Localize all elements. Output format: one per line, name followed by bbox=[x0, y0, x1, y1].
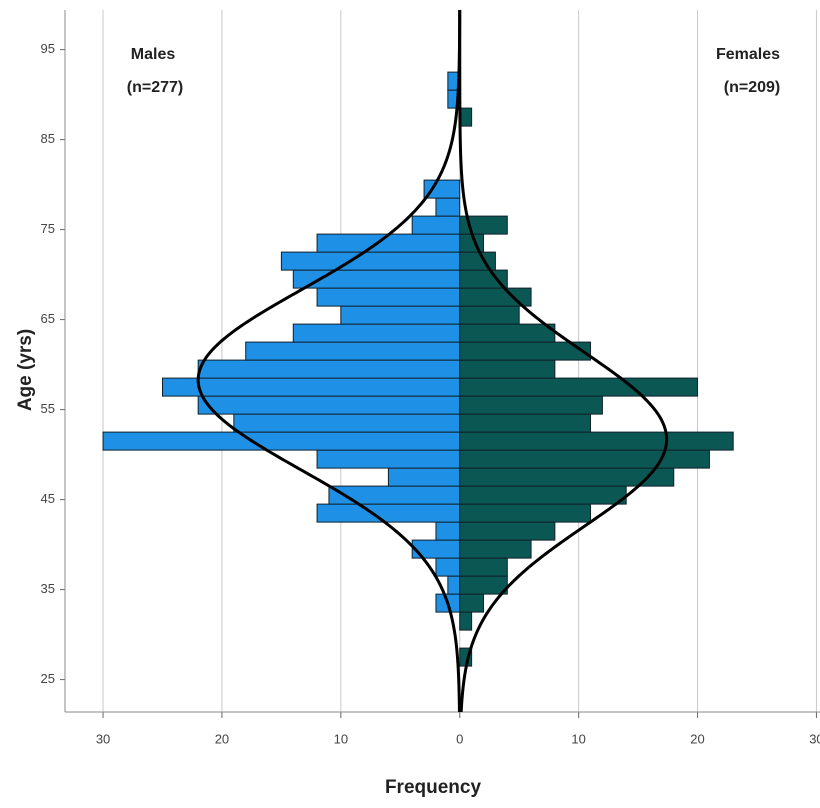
bar bbox=[459, 485, 627, 505]
bar bbox=[459, 521, 556, 541]
legend-label: Females bbox=[716, 46, 780, 63]
bar bbox=[197, 359, 461, 379]
bar bbox=[459, 107, 473, 127]
bar bbox=[387, 467, 461, 487]
bar bbox=[459, 413, 592, 433]
bar bbox=[459, 305, 520, 325]
x-tick-label: 30 bbox=[96, 731, 110, 746]
x-tick-label: 30 bbox=[809, 731, 820, 746]
bar bbox=[316, 449, 461, 469]
y-tick-label: 65 bbox=[41, 311, 55, 326]
bar bbox=[459, 449, 710, 469]
bar bbox=[316, 233, 461, 253]
bar bbox=[435, 197, 461, 217]
x-tick-label: 20 bbox=[690, 731, 704, 746]
bar bbox=[459, 539, 532, 559]
bar bbox=[340, 305, 461, 325]
bar bbox=[102, 431, 461, 451]
y-tick-label: 45 bbox=[41, 491, 55, 506]
y-tick-label: 35 bbox=[41, 581, 55, 596]
legend-count: (n=277) bbox=[127, 79, 183, 96]
bar bbox=[316, 287, 461, 307]
bar bbox=[459, 359, 556, 379]
bar bbox=[459, 377, 699, 397]
bar bbox=[411, 215, 461, 235]
normal-curve bbox=[458, 10, 669, 713]
bar bbox=[459, 557, 508, 577]
x-tick-label: 10 bbox=[334, 731, 348, 746]
bar bbox=[328, 485, 461, 505]
y-tick-label: 85 bbox=[41, 131, 55, 146]
x-axis-label: Frequency bbox=[385, 777, 482, 798]
x-tick-label: 20 bbox=[215, 731, 229, 746]
bar bbox=[459, 593, 485, 613]
legend-count: (n=209) bbox=[724, 79, 780, 96]
y-axis-label: Age (yrs) bbox=[15, 329, 36, 411]
bar bbox=[447, 575, 461, 595]
bar bbox=[459, 611, 473, 631]
y-tick-label: 55 bbox=[41, 401, 55, 416]
y-tick-label: 95 bbox=[41, 41, 55, 56]
bar bbox=[459, 431, 734, 451]
bar bbox=[423, 179, 461, 199]
bar bbox=[459, 503, 592, 523]
bar bbox=[197, 395, 461, 415]
y-tick-label: 75 bbox=[41, 221, 55, 236]
bar bbox=[233, 413, 461, 433]
bar bbox=[459, 323, 556, 343]
normal-curve bbox=[196, 10, 462, 713]
bar bbox=[316, 503, 461, 523]
bar bbox=[435, 521, 461, 541]
bar bbox=[245, 341, 461, 361]
bar bbox=[280, 251, 461, 271]
bar bbox=[435, 557, 461, 577]
x-tick-label: 10 bbox=[571, 731, 585, 746]
bar bbox=[161, 377, 461, 397]
x-tick-label: 0 bbox=[456, 731, 463, 746]
bar bbox=[292, 323, 461, 343]
bar bbox=[459, 575, 508, 595]
y-tick-label: 25 bbox=[41, 671, 55, 686]
bar bbox=[459, 395, 603, 415]
legend-label: Males bbox=[131, 46, 176, 63]
